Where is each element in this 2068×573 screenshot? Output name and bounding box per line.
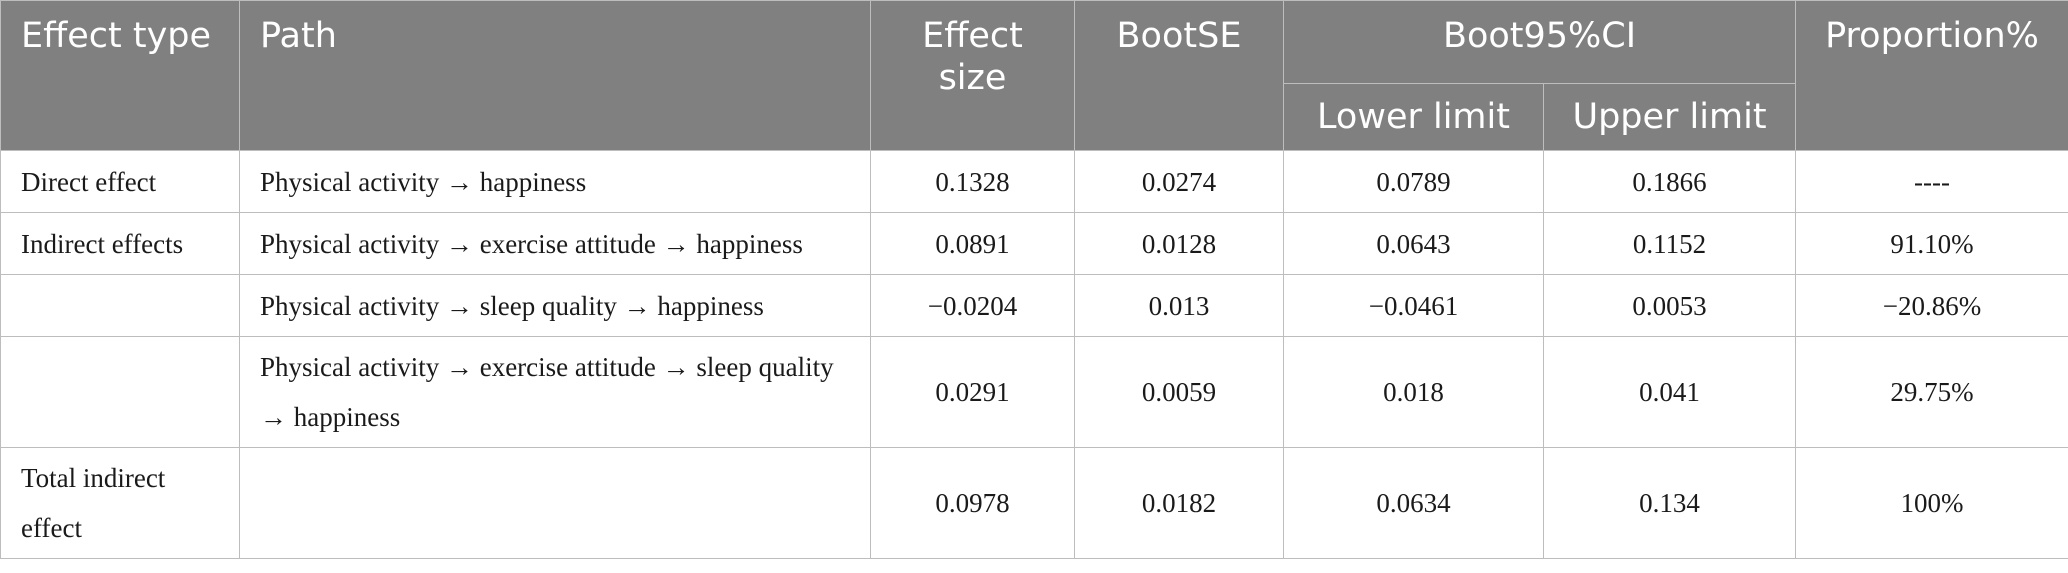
- cell-effect-size: −0.0204: [870, 274, 1075, 337]
- cell-proportion: 91.10%: [1795, 212, 2068, 275]
- cell-bootse: 0.0182: [1074, 447, 1284, 559]
- cell-lower-limit: 0.0634: [1283, 447, 1544, 559]
- cell-effect-type: [0, 336, 240, 448]
- cell-upper-limit: 0.1866: [1543, 150, 1796, 213]
- cell-bootse: 0.0059: [1074, 336, 1284, 448]
- cell-upper-limit: 0.1152: [1543, 212, 1796, 275]
- header-lower-limit: Lower limit: [1283, 83, 1544, 151]
- cell-effect-type: Total indirect effect: [0, 447, 240, 559]
- cell-lower-limit: 0.018: [1283, 336, 1544, 448]
- cell-lower-limit: −0.0461: [1283, 274, 1544, 337]
- table-row: Direct effect Physical activity → happin…: [0, 150, 2068, 213]
- cell-bootse: 0.0128: [1074, 212, 1284, 275]
- cell-effect-size: 0.1328: [870, 150, 1075, 213]
- cell-path: Physical activity → exercise attitude → …: [239, 212, 871, 275]
- table-row: Total indirect effect 0.0978 0.0182 0.06…: [0, 447, 2068, 559]
- table-row: Physical activity → exercise attitude → …: [0, 336, 2068, 448]
- header-upper-limit: Upper limit: [1543, 83, 1796, 151]
- table-row: Indirect effects Physical activity → exe…: [0, 212, 2068, 275]
- cell-upper-limit: 0.134: [1543, 447, 1796, 559]
- cell-proportion: 100%: [1795, 447, 2068, 559]
- cell-proportion: ----: [1795, 150, 2068, 213]
- cell-bootse: 0.013: [1074, 274, 1284, 337]
- cell-effect-type: [0, 274, 240, 337]
- header-effect-type: Effect type: [0, 0, 240, 151]
- cell-effect-type: Direct effect: [0, 150, 240, 213]
- header-bootse: BootSE: [1074, 0, 1284, 151]
- cell-path: [239, 447, 871, 559]
- cell-path: Physical activity → happiness: [239, 150, 871, 213]
- cell-proportion: 29.75%: [1795, 336, 2068, 448]
- cell-path: Physical activity → sleep quality → happ…: [239, 274, 871, 337]
- mediation-effects-table: Effect type Path Effect size BootSE Boot…: [0, 0, 2068, 559]
- header-path: Path: [239, 0, 871, 151]
- cell-effect-type: Indirect effects: [0, 212, 240, 275]
- cell-upper-limit: 0.041: [1543, 336, 1796, 448]
- cell-path: Physical activity → exercise attitude → …: [239, 336, 871, 448]
- table-row: Physical activity → sleep quality → happ…: [0, 274, 2068, 337]
- cell-effect-size: 0.0291: [870, 336, 1075, 448]
- cell-lower-limit: 0.0789: [1283, 150, 1544, 213]
- header-proportion: Proportion%: [1795, 0, 2068, 151]
- header-effect-size: Effect size: [870, 0, 1075, 151]
- cell-proportion: −20.86%: [1795, 274, 2068, 337]
- header-boot95ci: Boot95%CI: [1283, 0, 1796, 84]
- cell-bootse: 0.0274: [1074, 150, 1284, 213]
- cell-upper-limit: 0.0053: [1543, 274, 1796, 337]
- cell-effect-size: 0.0891: [870, 212, 1075, 275]
- cell-effect-size: 0.0978: [870, 447, 1075, 559]
- cell-lower-limit: 0.0643: [1283, 212, 1544, 275]
